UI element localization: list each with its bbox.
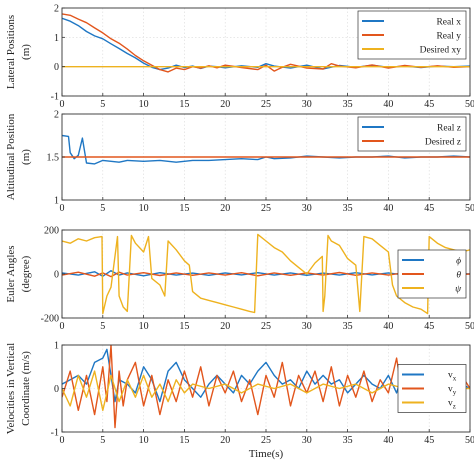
y-tick-label: 1: [54, 341, 59, 352]
x-tick-label: 20: [220, 203, 230, 214]
y-tick-label: 1: [54, 33, 59, 44]
x-tick-label: 35: [343, 435, 353, 446]
y-axis-label-unit: (m): [20, 44, 32, 60]
legend-label-subscript: z: [453, 403, 456, 411]
y-tick-label: -1: [51, 428, 59, 439]
x-tick-label: 0: [60, 321, 65, 332]
legend-label-2: vy: [448, 385, 457, 397]
legend: ϕθψ: [397, 249, 467, 299]
legend-label-3: ψ: [455, 285, 462, 295]
y-axis-label-unit: (m): [20, 149, 32, 165]
legend-label-2: Real y: [436, 32, 461, 42]
x-tick-label: 0: [60, 203, 65, 214]
x-tick-label: 30: [302, 203, 312, 214]
x-tick-label: 0: [60, 435, 65, 446]
y-axis-label: Velocities in Vertical: [5, 343, 17, 434]
x-tick-label: 45: [424, 99, 434, 110]
y-tick-label: -200: [41, 314, 59, 325]
legend-label-main: v: [448, 399, 453, 409]
x-tick-label: 35: [343, 99, 353, 110]
y-tick-label: -1: [51, 92, 59, 103]
x-tick-label: 15: [179, 99, 189, 110]
x-tick-label: 15: [179, 435, 189, 446]
x-tick-label: 20: [220, 321, 230, 332]
x-tick-label: 10: [139, 203, 149, 214]
x-tick-label: 45: [424, 321, 434, 332]
y-tick-label: 0: [54, 384, 59, 395]
legend-label-3: vz: [448, 399, 456, 411]
x-tick-label: 35: [343, 321, 353, 332]
x-tick-label: 5: [100, 435, 105, 446]
x-tick-label: 30: [302, 99, 312, 110]
legend-label-main: v: [448, 385, 453, 395]
legend: Real z Desired z: [357, 116, 467, 152]
legend-label-3: Desired xy: [420, 46, 462, 56]
y-axis-label: Euler Angles: [5, 245, 17, 302]
x-tick-label: 30: [302, 435, 312, 446]
x-tick-label: 25: [261, 99, 271, 110]
legend-label-2: Desired z: [425, 138, 461, 148]
x-axis-label: Time(s): [249, 448, 284, 460]
chart-panel-2: 0 5 10 15 20 25 30 35 40 45 50 1 1.5 2 Altitudinal Pos…: [5, 110, 474, 215]
x-tick-label: 40: [383, 435, 393, 446]
x-tick-label: 10: [139, 435, 149, 446]
x-tick-label: 50: [465, 203, 474, 214]
x-tick-label: 40: [383, 203, 393, 214]
legend-label-1: vx: [448, 371, 457, 383]
x-tick-label: 50: [465, 435, 474, 446]
y-tick-label: 0: [54, 62, 59, 73]
y-tick-label: 1: [54, 196, 59, 207]
x-tick-label: 5: [100, 203, 105, 214]
x-tick-label: 50: [465, 321, 474, 332]
legend-box: [357, 116, 467, 152]
series-line-2: [62, 13, 470, 73]
x-tick-label: 10: [139, 321, 149, 332]
y-tick-label: 2: [54, 4, 59, 15]
x-tick-label: 0: [60, 99, 65, 110]
x-tick-label: 25: [261, 321, 271, 332]
y-tick-label: 200: [44, 226, 59, 237]
x-tick-label: 45: [424, 203, 434, 214]
x-tick-label: 5: [100, 321, 105, 332]
legend-label-1: Real z: [437, 124, 461, 134]
x-tick-label: 10: [139, 99, 149, 110]
x-tick-label: 40: [383, 321, 393, 332]
y-axis-label-unit: Coordinate (m/s): [20, 351, 32, 426]
legend-label-1: ϕ: [456, 257, 461, 267]
y-tick-label: 1.5: [47, 153, 60, 164]
x-tick-label: 15: [179, 321, 189, 332]
legend-label-subscript: x: [453, 375, 457, 383]
y-tick-label: 2: [54, 110, 59, 121]
x-tick-label: 25: [261, 435, 271, 446]
series-line-3: [62, 233, 470, 315]
x-tick-label: 20: [220, 99, 230, 110]
x-tick-label: 35: [343, 203, 353, 214]
x-tick-label: 30: [302, 321, 312, 332]
legend-label-1: Real x: [436, 18, 461, 28]
series-line-3: [62, 370, 470, 411]
series-line-2: [62, 271, 470, 278]
legend: Real x Real y Desired xy: [357, 10, 467, 60]
legend-label-2: θ: [456, 271, 461, 281]
y-axis-label: Altitudinal Position: [5, 113, 17, 200]
y-axis-label: Lateral Positions: [5, 15, 17, 89]
legend-label-subscript: y: [453, 389, 457, 397]
x-tick-label: 15: [179, 203, 189, 214]
y-tick-label: 0: [54, 270, 59, 281]
x-tick-label: 45: [424, 435, 434, 446]
legend-label-main: v: [448, 371, 453, 381]
x-tick-label: 40: [383, 99, 393, 110]
x-tick-label: 5: [100, 99, 105, 110]
x-tick-label: 50: [465, 99, 474, 110]
x-tick-label: 20: [220, 435, 230, 446]
x-tick-label: 25: [261, 203, 271, 214]
y-axis-label-unit: (degree): [20, 255, 32, 292]
